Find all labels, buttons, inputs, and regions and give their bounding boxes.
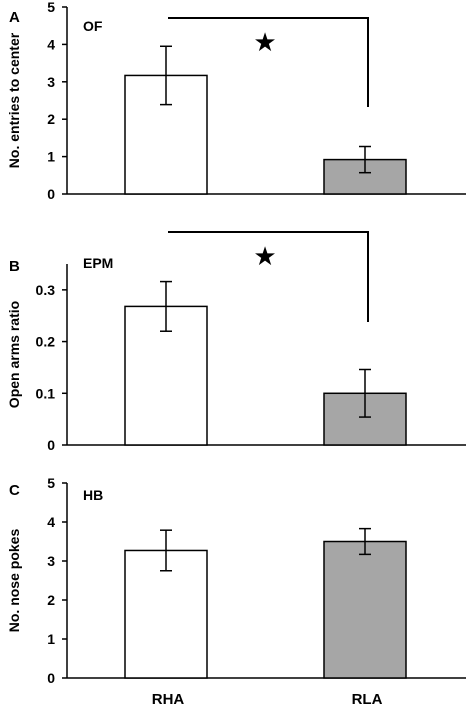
test-label: HB bbox=[83, 487, 103, 503]
y-tick-label: 0.3 bbox=[36, 282, 56, 298]
y-tick-label: 0 bbox=[47, 437, 55, 453]
y-tick-label: 4 bbox=[47, 514, 55, 530]
panel-letter: A bbox=[9, 9, 20, 26]
y-tick-label: 1 bbox=[47, 149, 55, 165]
y-tick-label: 3 bbox=[47, 74, 55, 90]
y-tick-label: 0.1 bbox=[36, 385, 56, 401]
y-tick-label: 0 bbox=[47, 186, 55, 202]
y-tick-label: 2 bbox=[47, 111, 55, 127]
panel-c: 0 1 2 3 4 5 No. nose pokes C HB bbox=[6, 475, 466, 686]
significance-star: ★ bbox=[253, 241, 276, 271]
y-tick-label: 3 bbox=[47, 553, 55, 569]
y-tick-label: 4 bbox=[47, 36, 55, 52]
bar-rha bbox=[124, 549, 208, 679]
panel-letter: B bbox=[9, 258, 20, 275]
test-label: EPM bbox=[83, 255, 113, 271]
y-axis-label: Open arms ratio bbox=[6, 301, 22, 408]
significance-star: ★ bbox=[253, 27, 276, 57]
y-tick-label: 5 bbox=[47, 475, 55, 491]
y-tick-label: 0.2 bbox=[36, 334, 56, 350]
y-tick-label: 5 bbox=[47, 0, 55, 15]
significance-bracket bbox=[168, 231, 369, 322]
y-tick-label: 1 bbox=[47, 631, 55, 647]
panel-a: 0 1 2 3 4 5 No. entries to center A OF ★ bbox=[6, 0, 466, 202]
test-label: OF bbox=[83, 18, 103, 34]
y-tick-label: 2 bbox=[47, 592, 55, 608]
bar-rla bbox=[323, 540, 407, 679]
y-tick-label: 0 bbox=[47, 670, 55, 686]
significance-bracket bbox=[168, 17, 369, 107]
panel-b: 0 0.1 0.2 0.3 Open arms ratio B EPM ★ bbox=[6, 231, 466, 453]
x-category-label: RLA bbox=[352, 691, 383, 708]
x-category-label: RHA bbox=[152, 691, 185, 708]
y-axis-label: No. entries to center bbox=[6, 32, 22, 168]
y-axis-label: No. nose pokes bbox=[6, 529, 22, 633]
panel-letter: C bbox=[9, 482, 20, 499]
